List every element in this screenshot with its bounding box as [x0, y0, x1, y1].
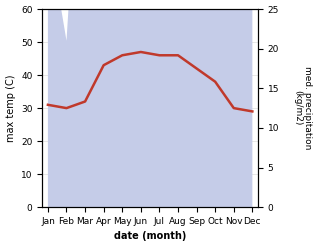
X-axis label: date (month): date (month) — [114, 231, 186, 242]
Y-axis label: med. precipitation
(kg/m2): med. precipitation (kg/m2) — [293, 66, 313, 150]
Y-axis label: max temp (C): max temp (C) — [5, 74, 16, 142]
